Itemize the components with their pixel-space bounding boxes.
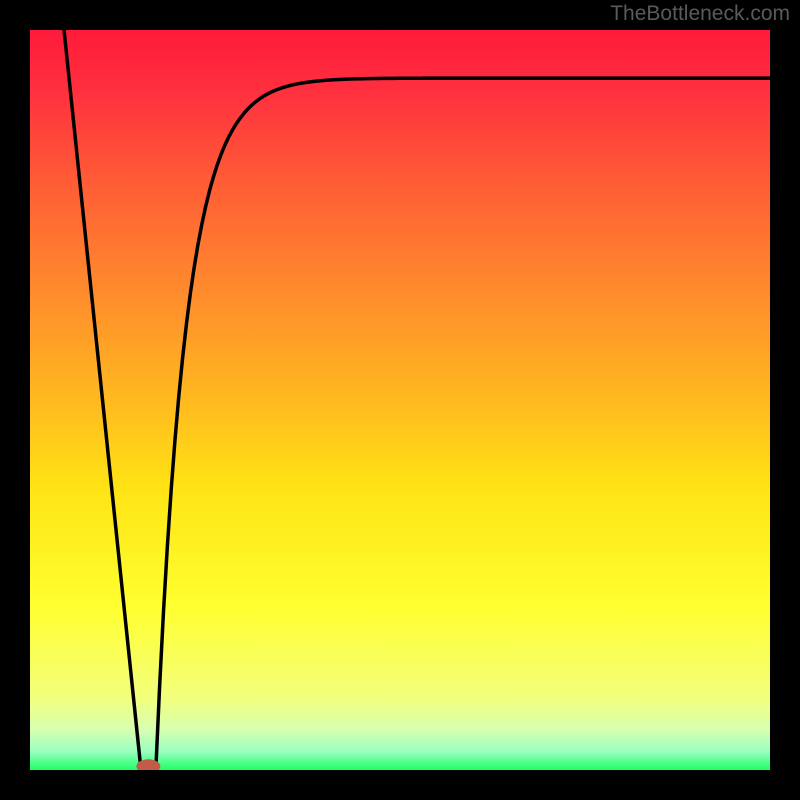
chart-stage: TheBottleneck.com — [0, 0, 800, 800]
watermark-text: TheBottleneck.com — [610, 2, 790, 26]
background-gradient — [0, 0, 800, 800]
